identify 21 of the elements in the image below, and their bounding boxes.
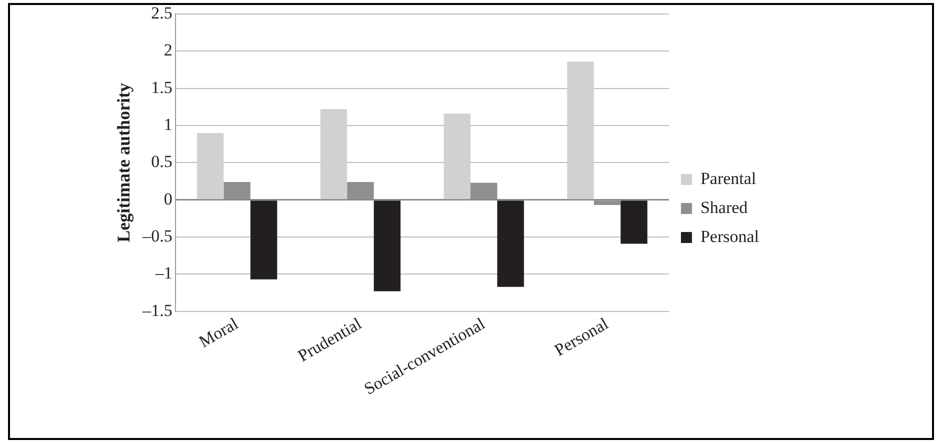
y-tick-label: –1.5 xyxy=(142,300,172,320)
legend-label: Parental xyxy=(700,168,756,188)
bar xyxy=(567,62,594,200)
y-tick-label: 2 xyxy=(164,40,172,60)
bar xyxy=(250,200,278,280)
y-axis-title: Legitimate authority xyxy=(113,82,134,242)
y-tick-label: 0.5 xyxy=(151,152,172,172)
y-tick-label: –0.5 xyxy=(142,226,172,246)
bar xyxy=(620,200,648,244)
y-tick-label: 1.5 xyxy=(151,78,172,97)
bar xyxy=(497,200,524,287)
y-tick-label: 2.5 xyxy=(151,3,172,22)
y-tick-label: 0 xyxy=(164,189,172,208)
bar xyxy=(374,200,401,292)
bar xyxy=(196,132,224,200)
y-tick-label: –1 xyxy=(154,264,172,283)
legend-label: Personal xyxy=(700,226,760,246)
bar xyxy=(444,114,470,200)
legend-label: Shared xyxy=(700,198,748,217)
y-tick-label: 1 xyxy=(164,114,172,134)
bar xyxy=(320,109,348,200)
